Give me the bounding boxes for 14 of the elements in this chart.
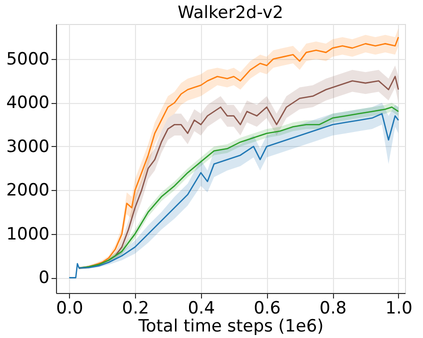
y-tick-label: 0 bbox=[38, 268, 50, 288]
y-tick-label: 1000 bbox=[6, 224, 50, 244]
x-axis-title: Total time steps (1e6) bbox=[137, 316, 324, 336]
x-tick-label: 0.2 bbox=[122, 298, 150, 318]
y-tick-label: 2000 bbox=[6, 180, 50, 201]
x-tick-label: 0.6 bbox=[254, 298, 281, 318]
y-tick-label: 3000 bbox=[6, 136, 50, 157]
x-tick-label: 0.8 bbox=[320, 298, 347, 318]
chart-title: Walker2d-v2 bbox=[178, 3, 284, 23]
y-tick-label: 4000 bbox=[6, 93, 50, 114]
y-tick-label: 5000 bbox=[6, 49, 50, 70]
x-tick-label: 1.0 bbox=[385, 298, 412, 318]
x-tick-label: 0.4 bbox=[188, 298, 215, 318]
x-tick-label: 0.0 bbox=[56, 298, 84, 318]
